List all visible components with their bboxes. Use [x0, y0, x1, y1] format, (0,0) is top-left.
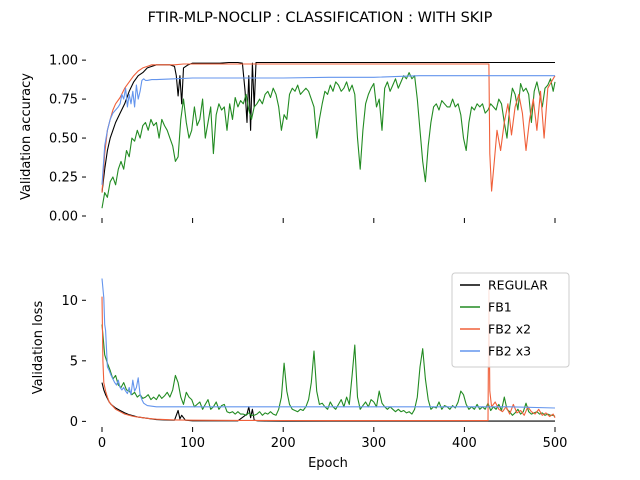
accuracy-subplot: 0.00 0.25 0.50 0.75 1.00 Validation accuracy: [19, 54, 556, 225]
x-tick-label: 0: [98, 436, 106, 451]
loss-y-tick-label: 5: [70, 354, 78, 369]
accuracy-series-fb2-x2: [101, 63, 556, 193]
legend: REGULAR FB1 FB2 x2 FB2 x3: [451, 272, 570, 368]
accuracy-y-axis-label: Validation accuracy: [19, 73, 34, 200]
accuracy-y-tick-label: 0.25: [49, 171, 78, 186]
x-tick-label: 300: [361, 436, 386, 451]
loss-series-fb2-x3: [101, 278, 556, 409]
loss-series-regular: [101, 382, 555, 422]
legend-label: FB1: [488, 300, 512, 315]
accuracy-y-tick-label: 0.50: [49, 132, 78, 147]
x-tick-label: 500: [543, 436, 568, 451]
loss-y-tick-label: 0: [70, 415, 78, 430]
accuracy-y-tick-label: 0.75: [49, 93, 78, 108]
x-axis-label: Epoch: [308, 456, 348, 471]
accuracy-series-regular: [101, 61, 555, 193]
loss-subplot: 0 5 10 Validation loss 0 100 200 300 400 500: [31, 278, 568, 451]
legend-label: REGULAR: [488, 278, 548, 293]
legend-label: FB2 x2: [488, 322, 531, 337]
legend-box: [451, 272, 570, 368]
accuracy-series-fb2-x3: [101, 75, 555, 185]
loss-y-axis-label: Validation loss: [31, 301, 46, 395]
accuracy-y-tick-label: 1.00: [49, 54, 78, 69]
x-tick-label: 100: [180, 436, 205, 451]
accuracy-y-tick-label: 0.00: [49, 210, 78, 225]
x-tick-label: 200: [271, 436, 296, 451]
chart-title: FTIR-MLP-NOCLIP : CLASSIFICATION : WITH …: [148, 10, 493, 26]
loss-series-fb1: [101, 324, 556, 417]
loss-y-tick-label: 10: [61, 294, 78, 309]
legend-label: FB2 x3: [488, 344, 531, 359]
loss-series-fb2-x2: [101, 287, 556, 422]
x-tick-label: 400: [452, 436, 477, 451]
accuracy-series-fb1: [101, 72, 556, 209]
